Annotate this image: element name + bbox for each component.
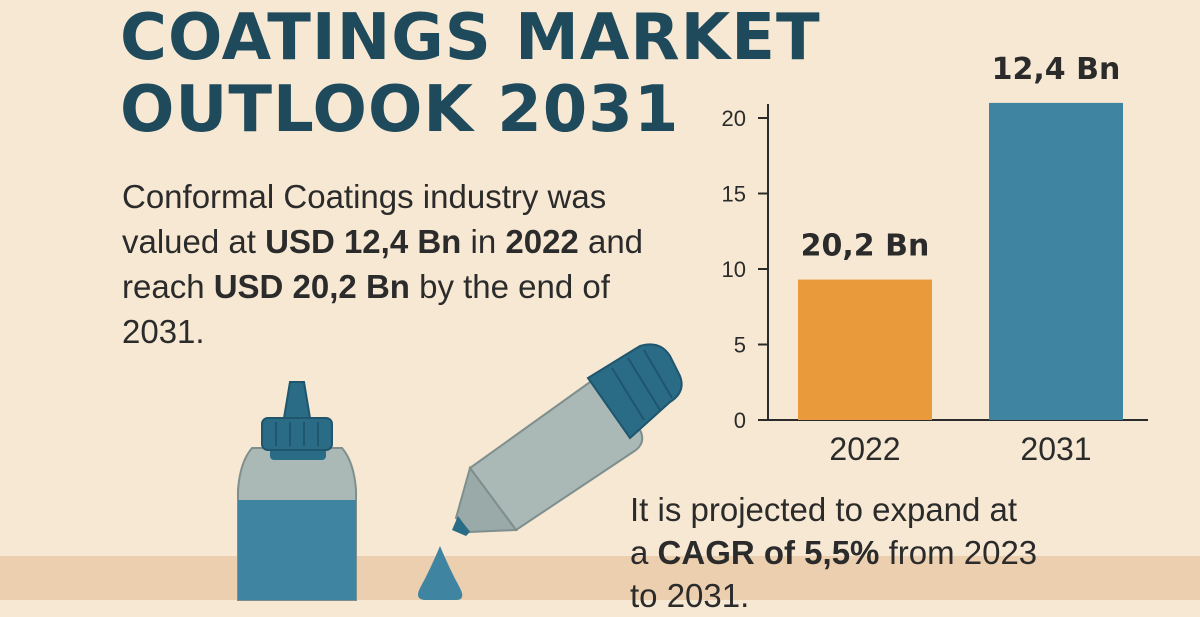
- y-tick-label: 0: [734, 408, 746, 433]
- projection-line-2: a CAGR of 5,5% from 2023: [630, 531, 1150, 574]
- floor-band: [0, 556, 1200, 600]
- intro-part-2: in: [461, 223, 506, 260]
- page-title: COATINGS MARKET OUTLOOK 2031: [120, 2, 821, 146]
- intro-part-4: by the end of 2031.: [122, 268, 610, 350]
- intro-text: Conformal Coatings industry was valued a…: [122, 174, 662, 354]
- y-tick-label: 15: [722, 182, 746, 207]
- bar-2022: [798, 279, 932, 420]
- y-tick-label: 20: [722, 106, 746, 131]
- x-tick-label-2022: 2022: [829, 431, 900, 467]
- x-tick-label-2031: 2031: [1020, 431, 1091, 467]
- title-line-1: COATINGS MARKET: [120, 1, 821, 75]
- title-line-2: OUTLOOK 2031: [120, 73, 680, 147]
- projection-part-a: a: [630, 534, 658, 571]
- y-tick-label: 10: [722, 257, 746, 282]
- bar-chart: 0 5 10 15 20 20,2 Bn 2022 12,4 Bn 2031: [722, 52, 1148, 467]
- data-label-2031: 12,4 Bn: [992, 52, 1121, 87]
- dropper-bottle-icon: [237, 381, 357, 601]
- coating-illustration: [237, 343, 683, 601]
- intro-part-3: and reach: [122, 223, 644, 305]
- intro-value-2022: USD 12,4 Bn: [265, 223, 462, 260]
- data-label-2022: 20,2 Bn: [801, 229, 930, 264]
- intro-value-2031: USD 20,2 Bn: [213, 268, 410, 305]
- projection-line-1: It is projected to expand at: [630, 491, 1018, 528]
- bar-2031: [989, 102, 1123, 421]
- intro-part-1: Conformal Coatings industry was valued a…: [122, 178, 607, 260]
- projection-part-b: from 2023: [879, 534, 1038, 571]
- projection-cagr: CAGR of 5,5%: [657, 534, 880, 571]
- liquid-drop-icon: [418, 546, 463, 600]
- dispenser-pen-icon: [452, 343, 683, 536]
- y-tick-label: 5: [734, 333, 746, 358]
- intro-year-2022: 2022: [505, 223, 579, 260]
